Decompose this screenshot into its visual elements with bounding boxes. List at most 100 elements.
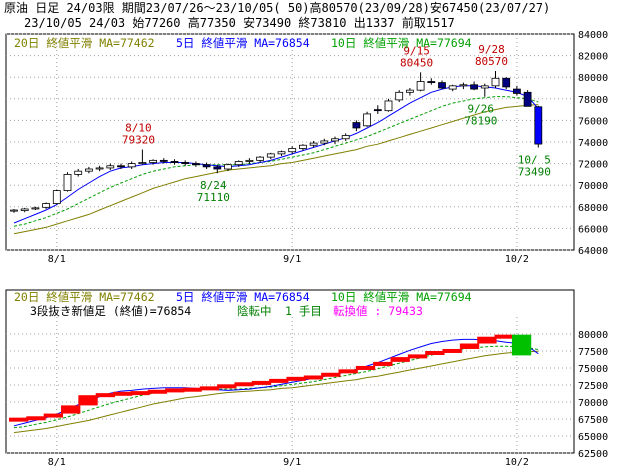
x-tick-label: 10/2	[505, 457, 529, 468]
candle-body	[502, 77, 511, 88]
upper-legend-ma20: 20日 終値平滑 MA=77462	[14, 36, 155, 50]
annotation-date: 9/26	[468, 103, 495, 116]
y-tick-label: 70000	[578, 181, 608, 192]
candle-body	[213, 166, 222, 170]
upper-x-ticks: 8/1 9/1 10/2	[48, 254, 529, 265]
y-tick-label: 72000	[578, 160, 608, 171]
brick	[303, 375, 324, 380]
y-tick-label: 65000	[578, 432, 608, 443]
candle-body	[513, 88, 521, 94]
y-tick-label: 76000	[578, 116, 608, 127]
x-tick-label: 9/1	[283, 457, 301, 468]
lower-x-ticks: 8/1 9/1 10/2	[48, 457, 529, 468]
candle-body	[10, 209, 18, 212]
candle-body	[95, 167, 104, 170]
candle-body	[448, 85, 457, 90]
brick	[286, 376, 306, 381]
annotation-date: 9/15	[403, 44, 430, 57]
lower-legend-ma5: 5日 終値平滑 MA=76854	[176, 290, 310, 304]
candle-body	[341, 135, 350, 140]
x-tick-label: 9/1	[283, 254, 301, 265]
candle-body	[491, 77, 500, 87]
brick	[269, 378, 289, 383]
step-label: 1 手目	[285, 304, 322, 318]
lower-panel: 62500 65000 67500 70000 72500 75000 77500 80000…	[5, 289, 608, 468]
annotation-value: 80570	[475, 55, 508, 68]
candle-body	[170, 161, 179, 163]
candle-body	[63, 173, 72, 191]
candle-body	[20, 208, 29, 211]
signal-label: 転換値 : 79433	[333, 304, 423, 318]
upper-legend-ma5: 5日 終値平滑 MA=76854	[176, 36, 310, 50]
candle-body	[149, 159, 158, 163]
candle-body	[224, 164, 232, 170]
upper-ma20	[13, 104, 539, 235]
candle-body	[106, 165, 115, 169]
brick	[130, 391, 150, 396]
y-tick-label: 77500	[578, 347, 608, 358]
candle-body	[534, 106, 543, 145]
candle-body	[416, 81, 425, 91]
brick	[407, 354, 428, 359]
brick	[494, 334, 514, 339]
brick	[113, 391, 133, 396]
candle-body	[405, 89, 414, 93]
lower-ma20	[13, 350, 539, 434]
brick	[390, 357, 410, 362]
brick	[251, 380, 272, 385]
annotation-value: 71110	[197, 191, 230, 204]
y-tick-label: 68000	[578, 203, 608, 214]
candle-body	[427, 81, 436, 83]
candle-body	[42, 203, 50, 208]
annotation-date: 8/24	[200, 179, 227, 192]
y-tick-label: 78000	[578, 95, 608, 106]
upper-legend-ma10: 10日 終値平滑 MA=77694	[331, 36, 472, 50]
x-tick-label: 8/1	[48, 457, 66, 468]
brick	[217, 384, 237, 389]
ma20-line	[13, 104, 539, 235]
candle-body	[277, 151, 286, 155]
lower-y-ticks: 62500 65000 67500 70000 72500 75000 77500 80000	[578, 330, 608, 460]
candle-body	[480, 85, 489, 89]
annotation-date: 10/ 5	[518, 154, 551, 167]
brick	[459, 343, 480, 349]
brick	[321, 372, 341, 377]
brick	[373, 361, 393, 366]
candle-body	[245, 159, 254, 162]
y-tick-label: 70000	[578, 398, 608, 409]
candle-body	[363, 113, 372, 127]
header-line-1: 原油 日足 24/03限 期間23/07/26～23/10/05( 50)高80…	[4, 1, 551, 15]
annotation-value: 79320	[122, 133, 155, 146]
header-line-2: 23/10/05 24/03 始77260 高77350 安73490 終738…	[24, 16, 455, 30]
candle-body	[31, 207, 40, 210]
lower-plot-frame	[5, 289, 575, 454]
candle-body	[234, 161, 243, 166]
candle-body	[298, 144, 307, 149]
brick	[355, 365, 376, 370]
lower-bricks	[9, 334, 532, 422]
y-tick-label: 80000	[578, 330, 608, 341]
candle-body	[159, 159, 168, 162]
candle-body	[373, 109, 382, 112]
brick	[199, 386, 220, 391]
brick	[511, 334, 532, 356]
y-tick-label: 62500	[578, 449, 608, 460]
candle-body	[202, 164, 211, 168]
candle-body	[117, 165, 125, 168]
annotation-date: 8/10	[125, 121, 152, 134]
y-tick-label: 64000	[578, 246, 608, 257]
kagi-label: 3段抜き新値足 (終値)=76854	[30, 304, 191, 318]
upper-grid	[6, 33, 574, 251]
y-tick-label: 80000	[578, 73, 608, 84]
x-tick-label: 8/1	[48, 254, 66, 265]
candle-body	[74, 170, 83, 175]
candle-body	[52, 190, 61, 204]
candle-body	[266, 153, 275, 158]
y-tick-label: 82000	[578, 52, 608, 63]
brick	[425, 351, 445, 355]
candle-body	[470, 84, 479, 90]
candle-body	[384, 100, 393, 112]
brick	[95, 393, 116, 398]
